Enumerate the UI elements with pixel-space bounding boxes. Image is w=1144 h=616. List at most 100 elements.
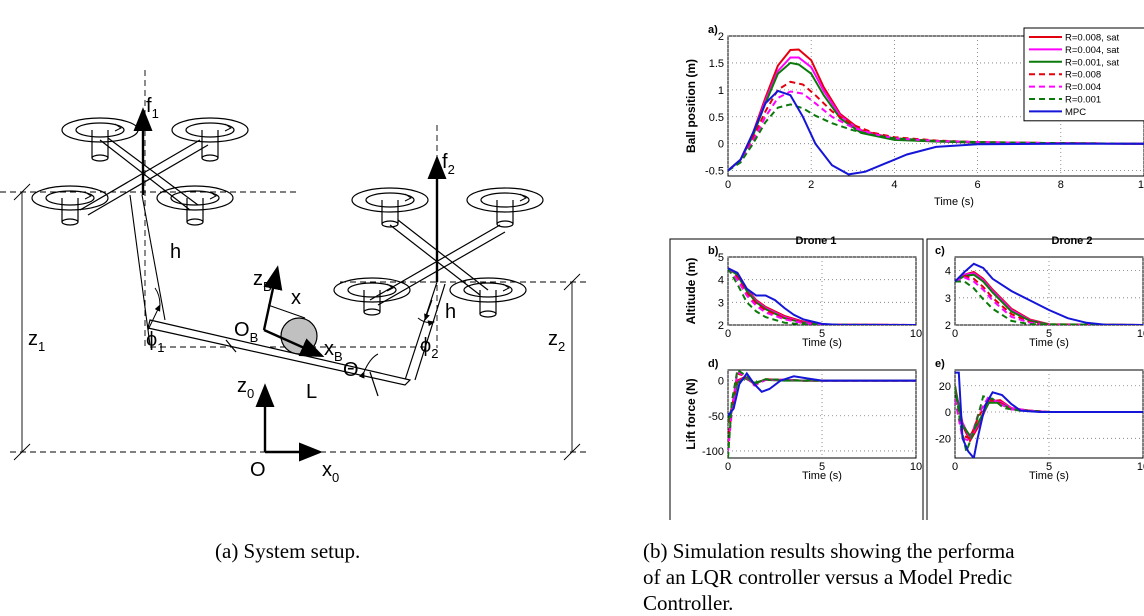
simulation-results-charts: Drone 1 Drone 2 0246810-0.500.511.52a)Ti… bbox=[669, 24, 1144, 520]
x-axis-label: Time (s) bbox=[1029, 337, 1069, 349]
x-tick-label: 0 bbox=[952, 461, 958, 473]
tether-drone2 bbox=[404, 281, 438, 381]
legend-entry: R=0.001 bbox=[1065, 95, 1101, 106]
ball bbox=[280, 317, 318, 355]
legend-entry: R=0.004, sat bbox=[1065, 45, 1119, 56]
y-tick-label: 20 bbox=[939, 381, 951, 393]
y-tick-label: -20 bbox=[935, 433, 951, 445]
series-line-r-0-001 bbox=[728, 370, 916, 458]
x-axis-label: Time (s) bbox=[802, 470, 842, 482]
y-tick-label: 2 bbox=[945, 320, 951, 332]
y-tick-label: 0 bbox=[718, 139, 724, 151]
x-tick-label: 6 bbox=[975, 179, 981, 191]
label-z2: z2 bbox=[548, 328, 565, 354]
y-tick-label: 5 bbox=[718, 252, 724, 264]
x-tick-label: 8 bbox=[1058, 179, 1064, 191]
x-tick-label: 5 bbox=[819, 461, 825, 473]
x-tick-label: 5 bbox=[819, 328, 825, 340]
y-axis-label: Ball position (m) bbox=[684, 59, 698, 153]
label-h-left: h bbox=[170, 241, 181, 263]
label-f1: f1 bbox=[146, 95, 159, 121]
label-phi1: ϕ1 bbox=[146, 329, 164, 355]
y-tick-label: -50 bbox=[708, 411, 724, 423]
x-axis-label: Time (s) bbox=[802, 337, 842, 349]
label-z1: z1 bbox=[28, 328, 45, 354]
series-line-mpc bbox=[955, 371, 1143, 458]
panel-label: a) bbox=[708, 24, 718, 36]
caption-b-line-3: Controller. bbox=[643, 591, 734, 615]
y-tick-label: 1 bbox=[718, 85, 724, 97]
y-tick-label: -100 bbox=[702, 446, 724, 458]
caption-a: (a) System setup. bbox=[215, 539, 361, 563]
x-tick-label: 0 bbox=[725, 461, 731, 473]
x-tick-label: 0 bbox=[725, 179, 731, 191]
beam-bar bbox=[147, 319, 412, 386]
x-axis-label: Time (s) bbox=[1029, 470, 1069, 482]
y-tick-label: 2 bbox=[718, 320, 724, 332]
x-tick-label: 10 bbox=[910, 461, 922, 473]
drone1-frame bbox=[669, 238, 924, 520]
label-phi2: ϕ2 bbox=[420, 335, 438, 361]
axis-arrow-zB bbox=[262, 265, 283, 331]
y-tick-label: 2 bbox=[718, 31, 724, 43]
x-tick-label: 0 bbox=[952, 328, 958, 340]
panel-label: d) bbox=[708, 358, 719, 370]
legend-entry: R=0.004 bbox=[1065, 82, 1101, 93]
y-tick-label: -0.5 bbox=[705, 166, 724, 178]
caption-b-line-2: of an LQR controller versus a Model Pred… bbox=[643, 565, 1013, 589]
y-tick-label: 0 bbox=[718, 376, 724, 388]
panel-label: e) bbox=[935, 358, 945, 370]
y-tick-label: 4 bbox=[718, 275, 724, 287]
x-tick-label: 0 bbox=[725, 328, 731, 340]
label-h-right: h bbox=[445, 301, 456, 323]
panel-c: 0 5 10 2 3 4c) Time (s) bbox=[935, 245, 1144, 349]
x-tick-label: 10 bbox=[910, 328, 922, 340]
panel-label: b) bbox=[708, 245, 719, 257]
y-axis-label: Altitude (m) bbox=[684, 258, 698, 325]
drone2-title: Drone 2 bbox=[1052, 235, 1093, 247]
legend-entry: R=0.008, sat bbox=[1065, 33, 1119, 44]
label-theta: Θ bbox=[343, 359, 359, 381]
label-xB: xB bbox=[324, 338, 343, 364]
label-f2: f2 bbox=[442, 151, 455, 177]
drone-1 bbox=[31, 117, 249, 226]
x-tick-label: 10 bbox=[1138, 179, 1144, 191]
label-x0: x0 bbox=[322, 459, 339, 485]
y-axis-label: Lift force (N) bbox=[684, 378, 698, 449]
series-line-mpc bbox=[728, 267, 916, 325]
x-tick-label: 4 bbox=[891, 179, 897, 191]
drone2-frame bbox=[926, 238, 1144, 520]
y-tick-label: 0 bbox=[945, 407, 951, 419]
label-OB: OB bbox=[234, 319, 258, 345]
x-tick-label: 10 bbox=[1137, 328, 1144, 340]
series-line-r-0-001 bbox=[728, 267, 916, 325]
y-tick-label: 3 bbox=[718, 297, 724, 309]
y-tick-label: 0.5 bbox=[709, 112, 724, 124]
series-line-r-0-004 bbox=[728, 90, 1144, 172]
axis-arrow-xB bbox=[263, 328, 325, 357]
tether-drone1 bbox=[129, 194, 151, 346]
label-x: x bbox=[291, 287, 301, 309]
label-O: O bbox=[250, 459, 266, 481]
series-line-mpc bbox=[955, 262, 1143, 325]
y-tick-label: 1.5 bbox=[709, 58, 724, 70]
y-tick-label: 3 bbox=[945, 293, 951, 305]
x-tick-label: 10 bbox=[1137, 461, 1144, 473]
label-L: L bbox=[306, 381, 317, 403]
legend-entry: MPC bbox=[1065, 107, 1086, 118]
drone-2 bbox=[333, 187, 544, 318]
plot-area-b bbox=[727, 256, 917, 326]
series-line-mpc bbox=[728, 89, 1144, 176]
legend-entry: R=0.008 bbox=[1065, 70, 1101, 81]
panel-label: c) bbox=[935, 245, 945, 257]
panel-e: 0 5 10 -20 0 20 e) Time (s) bbox=[935, 358, 1144, 482]
legend-entry: R=0.001, sat bbox=[1065, 57, 1119, 68]
system-setup-diagram: f1 f2 h h zB x OB xB ϕ1 ϕ2 Θ z1 z2 z0 L … bbox=[0, 70, 590, 485]
x-tick-label: 5 bbox=[1046, 328, 1052, 340]
x-tick-label: 2 bbox=[808, 179, 814, 191]
label-zB: zB bbox=[253, 268, 272, 294]
series-line-r-0-001 bbox=[728, 103, 1144, 172]
series-line-r-0-001 bbox=[955, 280, 1143, 325]
